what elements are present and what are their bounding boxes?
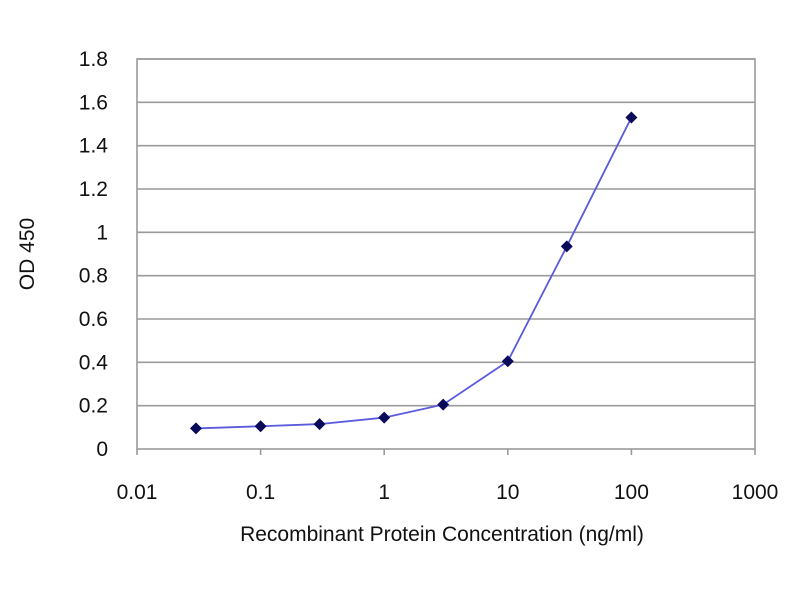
x-axis-title: Recombinant Protein Concentration (ng/ml… [240, 523, 644, 546]
data-point-1 [254, 420, 267, 433]
x-tick-label-3: 10 [496, 481, 519, 504]
y-tick-label-4: 0.8 [79, 265, 108, 288]
grid-lines [137, 58, 755, 407]
y-tick-label-0: 0 [96, 438, 108, 461]
x-tick-label-5: 1000 [732, 481, 779, 504]
data-markers [189, 111, 638, 435]
data-point-2 [313, 418, 326, 431]
y-tick-label-8: 1.6 [79, 91, 108, 114]
y-tick-labels: 0 0.2 0.4 0.6 0.8 1 1.2 1.4 1.6 1.8 [79, 48, 109, 461]
data-point-0 [189, 422, 202, 435]
data-point-3 [378, 411, 391, 424]
data-point-6 [560, 240, 573, 253]
x-tick-label-2: 1 [378, 481, 390, 504]
x-tick-label-0: 0.01 [117, 481, 158, 504]
y-tick-label-7: 1.4 [79, 135, 109, 158]
y-tick-label-5: 1 [96, 221, 108, 244]
y-tick-label-2: 0.4 [79, 351, 109, 374]
y-tick-label-9: 1.8 [79, 48, 108, 71]
x-tick-label-4: 100 [614, 481, 649, 504]
data-point-5 [501, 355, 514, 368]
y-tick-label-6: 1.2 [79, 178, 108, 201]
data-point-7 [625, 111, 638, 124]
series-line [195, 117, 633, 430]
x-tick-label-1: 0.1 [246, 481, 275, 504]
x-axis-ticks [136, 449, 756, 455]
y-axis-title: OD 450 [16, 218, 39, 290]
y-tick-label-1: 0.2 [79, 395, 108, 418]
data-point-4 [437, 398, 450, 411]
y-tick-label-3: 0.6 [79, 308, 108, 331]
plot-frame [136, 58, 756, 450]
x-tick-labels: 0.01 0.1 1 10 100 1000 [117, 481, 779, 504]
